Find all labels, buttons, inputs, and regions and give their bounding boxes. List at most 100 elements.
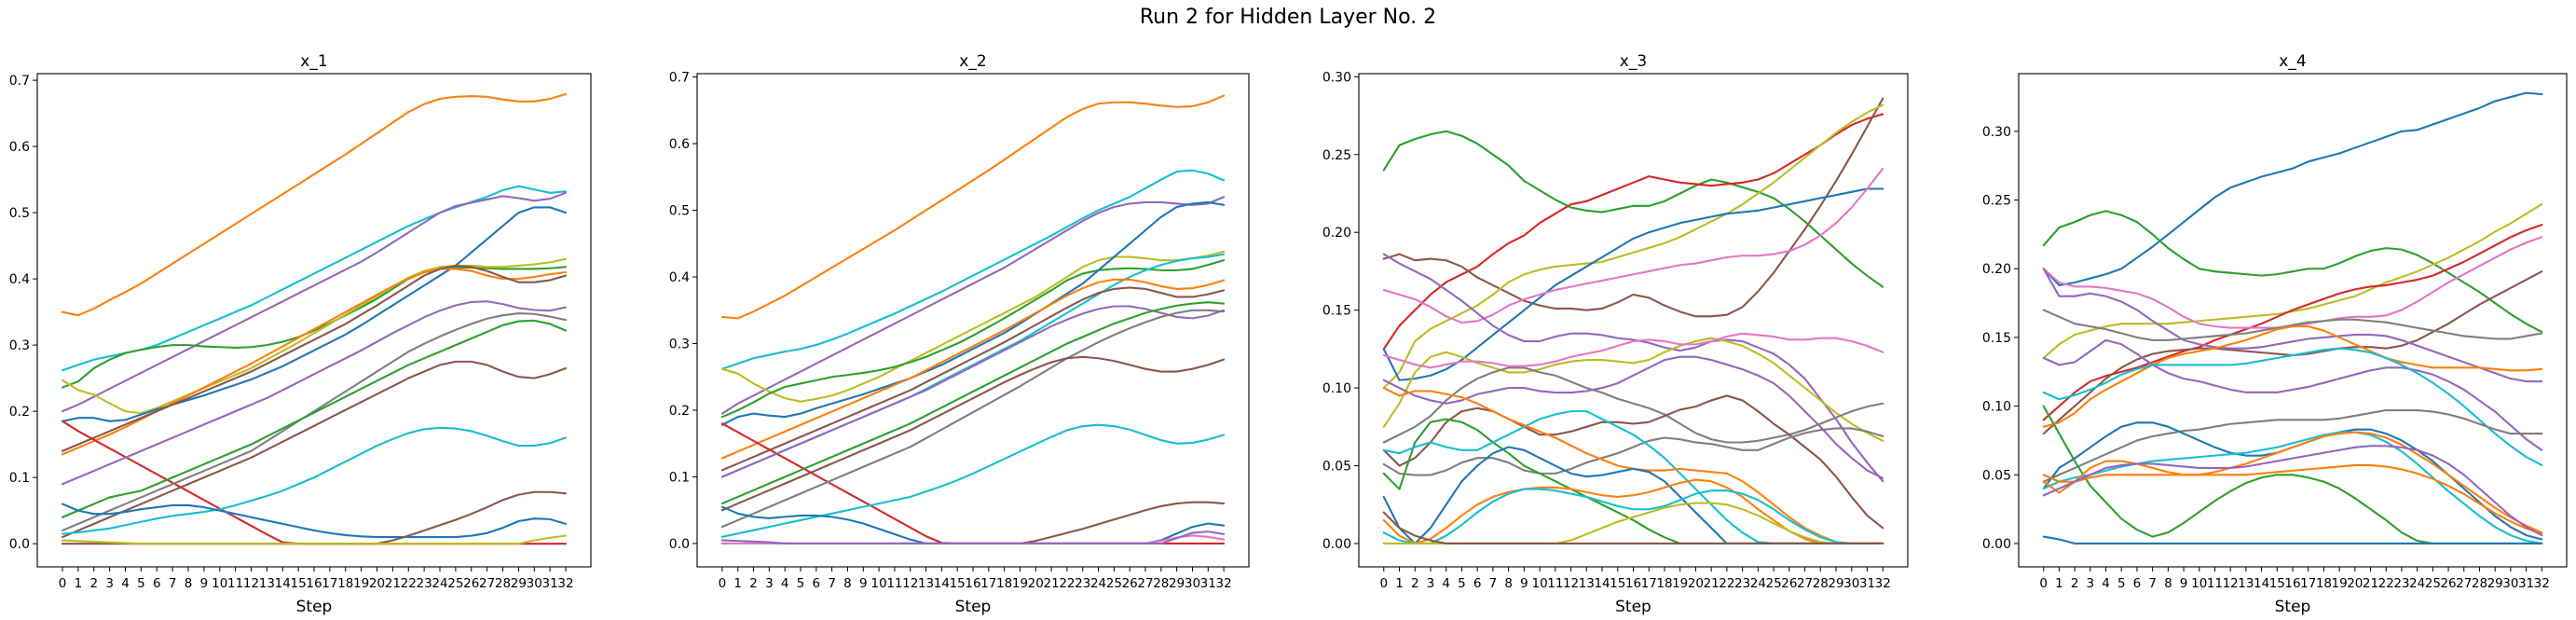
- x-tick-label: 22: [1059, 576, 1075, 591]
- x-tick-label: 25: [1766, 576, 1782, 591]
- series-line-19: [720, 530, 1226, 545]
- y-tick-label: 0.0: [9, 537, 30, 552]
- series-line-1: [61, 92, 568, 317]
- x-tick-label: 14: [1594, 576, 1610, 591]
- series-line-5: [61, 257, 568, 415]
- x-tick-label: 29: [2487, 576, 2503, 591]
- x-tick-label: 27: [1797, 576, 1813, 591]
- series-line-5: [720, 259, 1226, 419]
- series-line-3: [1382, 97, 1884, 318]
- y-tick-label: 0.30: [1982, 125, 2011, 140]
- series-line-16: [720, 505, 1226, 545]
- x-tick-label: 29: [1828, 576, 1843, 591]
- x-tick-label: 20: [369, 576, 385, 591]
- x-tick-label: 26: [1122, 576, 1138, 591]
- series-line-16: [61, 490, 568, 545]
- series-line-14: [61, 426, 568, 535]
- x-tick-label: 7: [1489, 576, 1498, 591]
- x-tick-label: 32: [2534, 576, 2550, 591]
- x-tick-label: 13: [918, 576, 934, 591]
- series-line-21: [1382, 511, 1884, 545]
- series-line-4: [61, 266, 568, 389]
- x-tick-label: 23: [1075, 576, 1090, 591]
- y-tick-label: 0.4: [9, 272, 30, 287]
- x-tick-label: 28: [2472, 576, 2487, 591]
- series-line-3: [720, 196, 1226, 415]
- x-tick-label: 31: [1200, 576, 1216, 591]
- x-tick-label: 10: [2191, 576, 2207, 591]
- series-group: [2042, 91, 2543, 545]
- series-line-2: [2042, 210, 2543, 334]
- subplot-x_4: 0.000.050.100.150.200.250.300 1 2 3 4 5 6 7 8 9 10…: [1982, 52, 2568, 616]
- subplot-title: x_4: [2279, 52, 2306, 71]
- x-tick-label: 11: [2207, 576, 2223, 591]
- x-tick-label: 4: [121, 576, 130, 591]
- x-tick-label: 0: [59, 576, 67, 591]
- series-line-12: [2042, 408, 2543, 483]
- x-tick-label: 27: [479, 576, 495, 591]
- y-tick-label: 0.15: [1322, 304, 1351, 319]
- series-line-11: [61, 311, 568, 532]
- x-tick-label: 25: [2425, 576, 2441, 591]
- x-axis-label: Step: [2275, 598, 2311, 616]
- series-line-3: [61, 191, 568, 413]
- x-tick-label: 17: [322, 576, 337, 591]
- series-line-2: [1382, 113, 1884, 351]
- x-tick-label: 3: [1427, 576, 1435, 591]
- x-tick-label: 30: [2502, 576, 2518, 591]
- x-tick-label: 5: [2117, 576, 2126, 591]
- series-line-9: [1382, 366, 1884, 444]
- x-tick-label: 25: [447, 576, 463, 591]
- x-tick-label: 11: [227, 576, 243, 591]
- x-tick-label: 31: [2518, 576, 2534, 591]
- x-tick-label: 21: [1704, 576, 1720, 591]
- y-tick-label: 0.5: [669, 204, 690, 219]
- x-tick-label: 18: [1656, 576, 1672, 591]
- x-tick-label: 14: [934, 576, 950, 591]
- y-tick-label: 0.15: [1982, 331, 2011, 346]
- x-tick-label: 10: [212, 576, 227, 591]
- x-tick-label: 16: [2284, 576, 2300, 591]
- x-tick-label: 16: [306, 576, 322, 591]
- x-tick-label: 12: [2223, 576, 2239, 591]
- x-tick-label: 2: [1411, 576, 1419, 591]
- y-tick-label: 0.10: [1982, 400, 2011, 415]
- series-line-11: [1382, 355, 1884, 479]
- axes-frame: [36, 73, 592, 568]
- x-tick-label: 19: [353, 576, 369, 591]
- x-tick-label: 25: [1106, 576, 1122, 591]
- x-tick-label: 17: [1641, 576, 1657, 591]
- y-tick-label: 0.2: [669, 404, 690, 419]
- subplot-title: x_2: [959, 52, 986, 71]
- x-tick-label: 8: [1504, 576, 1513, 591]
- y-tick-label: 0.2: [9, 405, 30, 420]
- x-tick-label: 20: [2347, 576, 2363, 591]
- x-tick-label: 18: [337, 576, 353, 591]
- x-tick-label: 13: [259, 576, 275, 591]
- x-tick-label: 0: [1379, 576, 1388, 591]
- y-tick-label: 0.4: [669, 270, 690, 285]
- series-line-10: [1382, 332, 1884, 369]
- subplot-x_3: 0.000.050.100.150.200.250.300 1 2 3 4 5 6 7 8 9 10…: [1322, 52, 1909, 616]
- y-tick-label: 0.1: [9, 471, 30, 486]
- x-tick-label: 24: [432, 576, 447, 591]
- series-line-17: [2042, 463, 2543, 535]
- axes-frame: [696, 73, 1250, 568]
- series-line-6: [61, 206, 568, 422]
- x-tick-label: 16: [965, 576, 980, 591]
- series-line-10: [61, 300, 568, 486]
- x-tick-label: 23: [2393, 576, 2409, 591]
- series-group: [720, 94, 1226, 545]
- series-line-5: [1382, 187, 1884, 381]
- x-tick-label: 27: [1137, 576, 1153, 591]
- x-tick-label: 10: [1532, 576, 1548, 591]
- series-line-15: [1382, 410, 1884, 545]
- x-tick-label: 7: [828, 576, 836, 591]
- y-tick-label: 0.6: [669, 137, 690, 152]
- x-tick-label: 21: [2363, 576, 2378, 591]
- subplot-x_1: 0.00.10.20.30.40.50.60.70 1 2 3 4 5 6 7 8 9 10 11 12…: [9, 52, 592, 616]
- series-line-1: [720, 94, 1226, 320]
- series-line-10: [720, 422, 1226, 545]
- series-line-18: [1382, 478, 1884, 545]
